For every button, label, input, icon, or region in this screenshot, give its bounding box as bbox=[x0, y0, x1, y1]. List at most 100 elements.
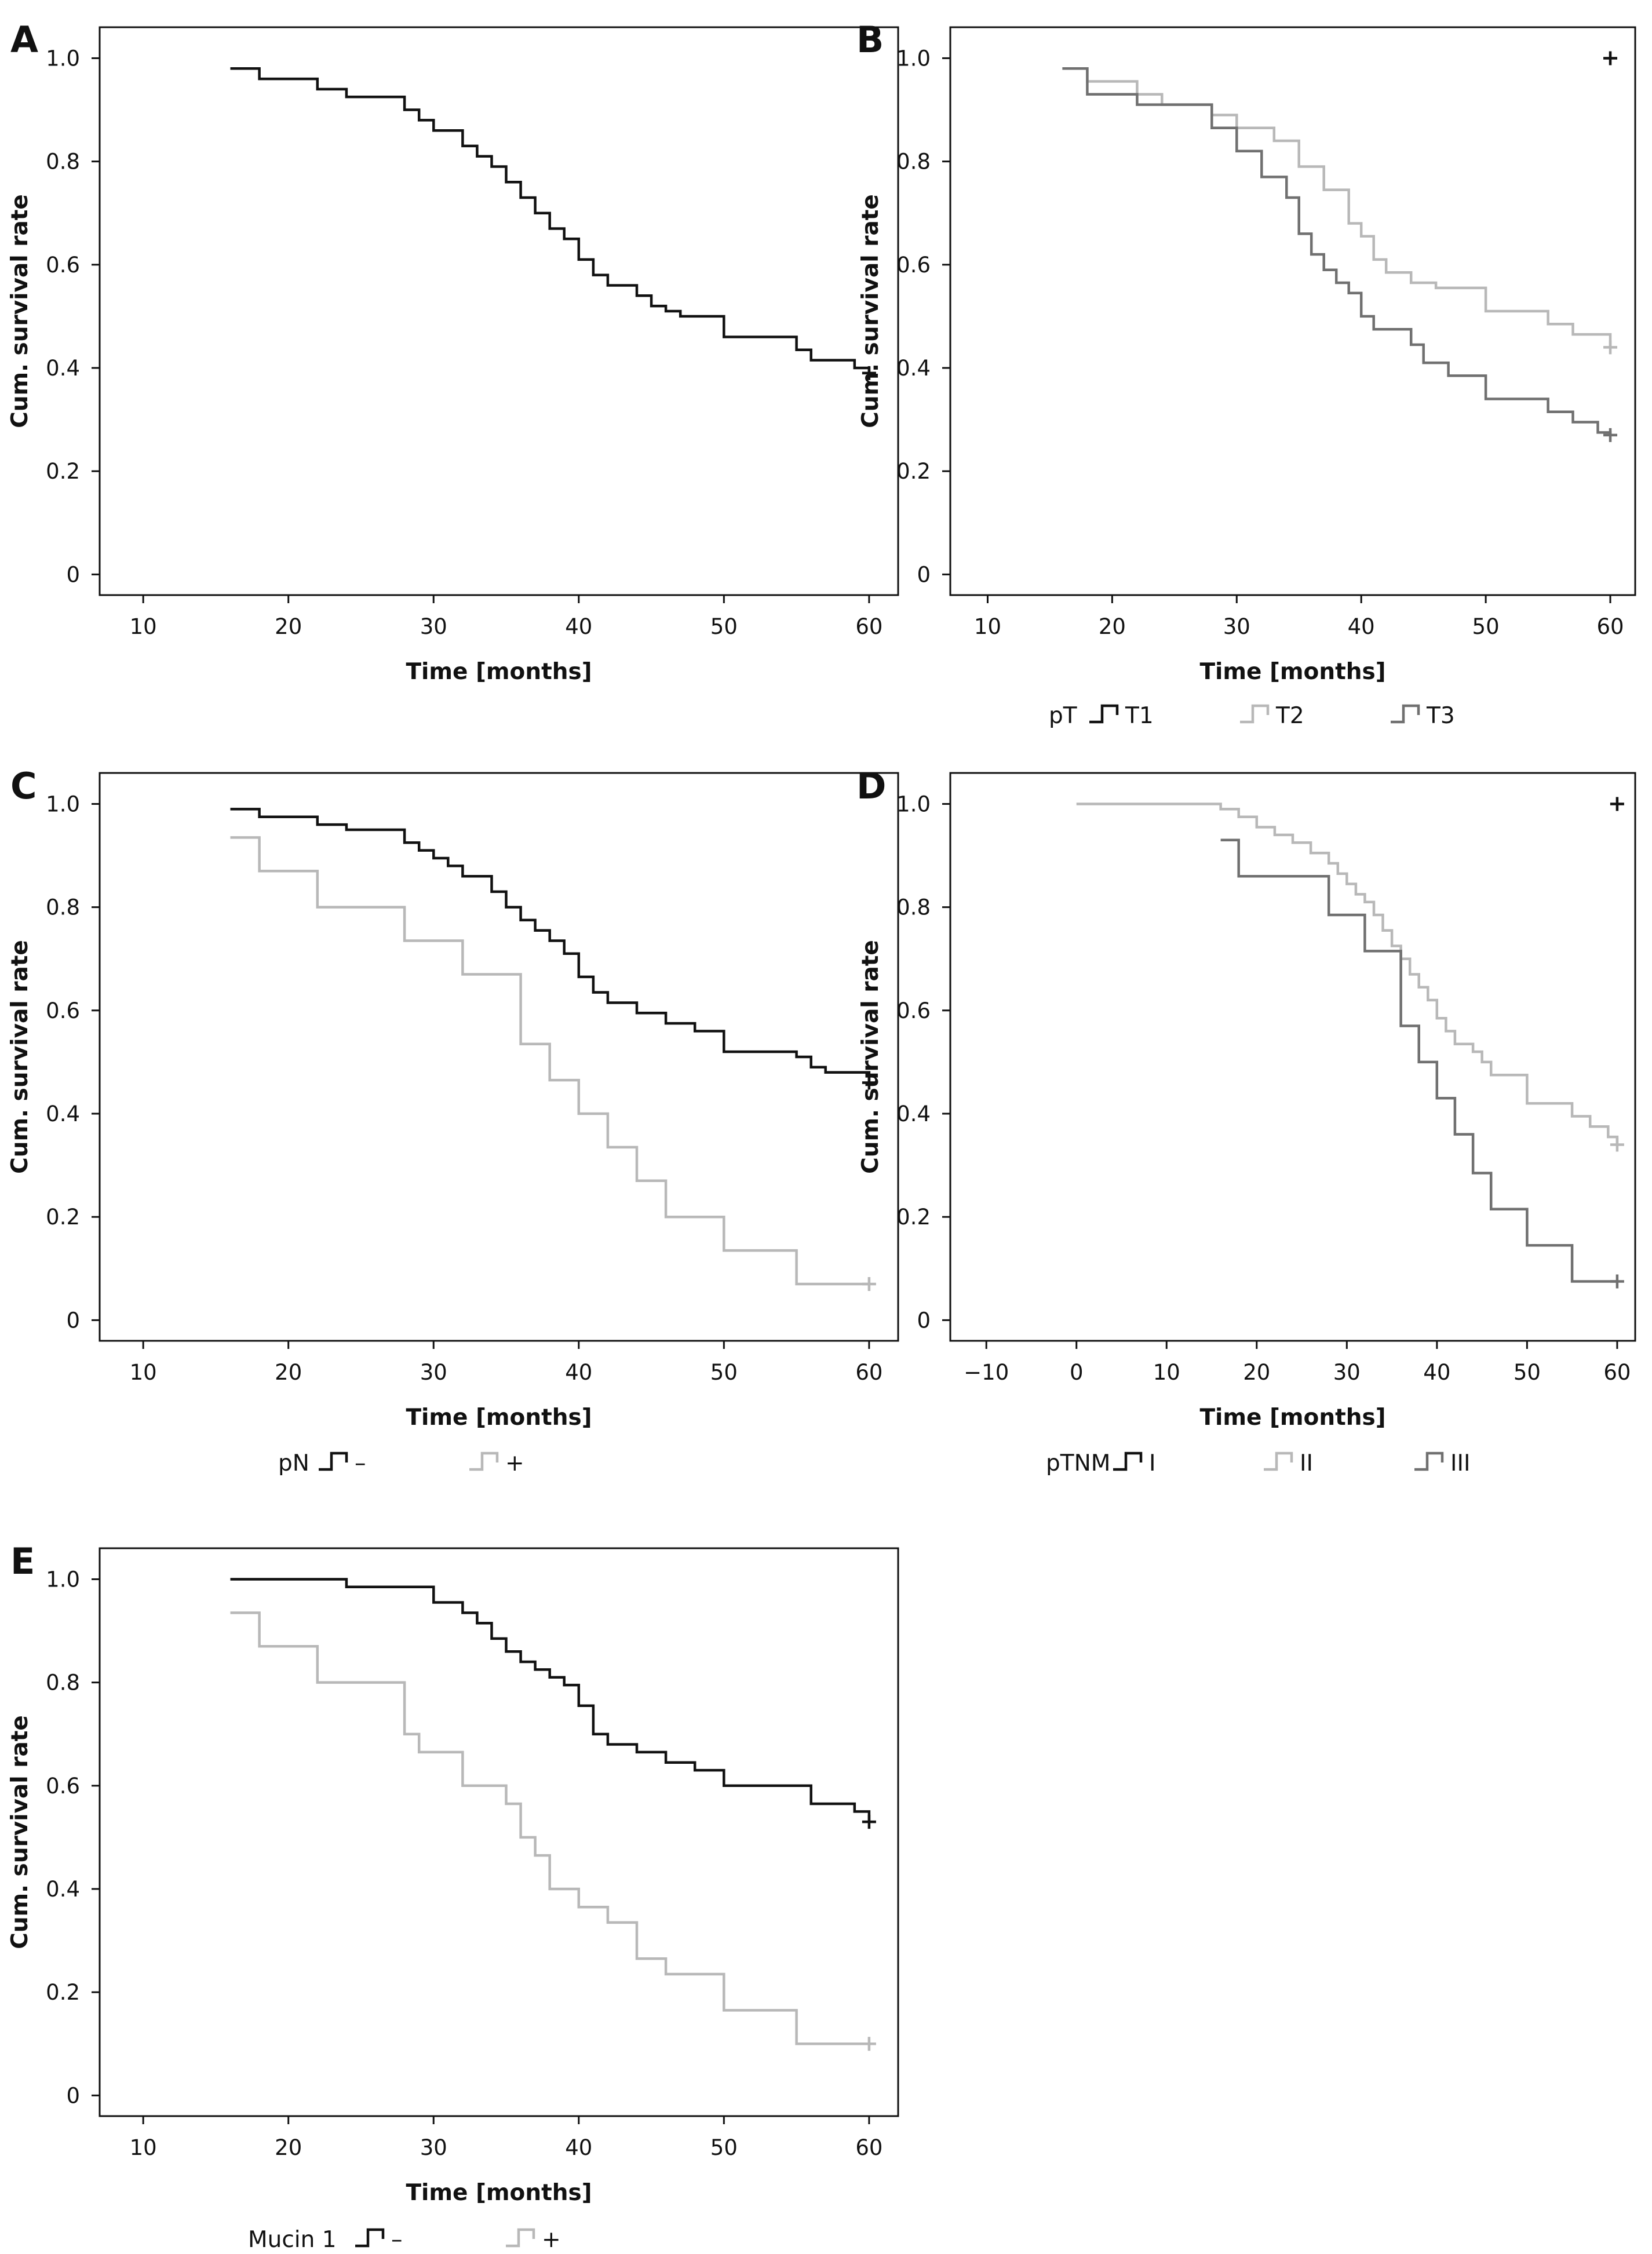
x-tick-label: 10 bbox=[130, 1360, 157, 1385]
km-curve-ii bbox=[1076, 803, 1619, 1145]
km-panel-a: A 0 0.2 0.4 0.6 0.8 1.0 10 20 30 40 50 60 Time [month… bbox=[7, 19, 899, 685]
y-tick-label: 0.6 bbox=[46, 253, 80, 278]
km-curve-s0 bbox=[230, 67, 871, 373]
km-panel-c: C 0 0.2 0.4 0.6 0.8 1.0 10 20 30 40 50 60 Time [month… bbox=[7, 765, 899, 1476]
y-tick-label: 0.6 bbox=[896, 998, 931, 1023]
x-tick-label: 30 bbox=[420, 2135, 447, 2160]
y-tick-label: 0.4 bbox=[46, 356, 80, 381]
x-tick-label: 30 bbox=[1223, 614, 1250, 639]
y-tick-label: 0.4 bbox=[896, 1102, 931, 1126]
censor-mark bbox=[862, 1277, 876, 1291]
y-axis-title: Cum. survival rate bbox=[858, 940, 884, 1174]
y-tick-label: 0 bbox=[66, 562, 80, 587]
panel-label: C bbox=[10, 765, 37, 807]
x-tick-label: −10 bbox=[964, 1360, 1009, 1385]
legend-entry-label: + bbox=[505, 1450, 524, 1476]
legend-swatch bbox=[469, 1451, 499, 1471]
legend-entry-label: T1 bbox=[1125, 703, 1154, 729]
x-tick-label: 40 bbox=[565, 614, 592, 639]
legend-swatch bbox=[1414, 1451, 1444, 1471]
y-tick-label: 0.2 bbox=[896, 1205, 931, 1230]
y-tick-label: 0 bbox=[66, 1308, 80, 1333]
km-curve-t2 bbox=[1062, 67, 1612, 348]
y-tick-label: 0 bbox=[917, 562, 931, 587]
x-axis-title: Time [months] bbox=[406, 2180, 592, 2206]
legend: pTNM I II III bbox=[1046, 1450, 1471, 1476]
panel-label: B bbox=[856, 19, 884, 61]
y-tick-label: 0.6 bbox=[46, 998, 80, 1023]
legend: pT T1 T2 T3 bbox=[1049, 703, 1455, 729]
x-tick-label: 40 bbox=[1423, 1360, 1450, 1385]
legend-swatch bbox=[355, 2228, 385, 2248]
y-tick-label: 0.6 bbox=[896, 253, 931, 278]
x-tick-label: 10 bbox=[1153, 1360, 1180, 1385]
y-tick-label: 0.2 bbox=[46, 1980, 80, 2005]
censor-mark bbox=[1610, 797, 1624, 811]
censor-mark bbox=[1610, 1274, 1624, 1289]
km-curve-s1 bbox=[230, 836, 869, 1286]
km-curve-s0 bbox=[230, 1578, 871, 1822]
censor-mark bbox=[862, 1075, 876, 1090]
censor-mark bbox=[1603, 51, 1618, 65]
legend: Mucin 1 – + bbox=[248, 2227, 561, 2253]
y-axis-title: Cum. survival rate bbox=[7, 940, 33, 1174]
km-curve-s0 bbox=[230, 808, 871, 1083]
x-tick-label: 20 bbox=[275, 1360, 302, 1385]
plot-frame bbox=[99, 26, 899, 596]
legend-swatch bbox=[1264, 1451, 1293, 1471]
panel-label: D bbox=[856, 765, 886, 807]
legend-entry-label: I bbox=[1149, 1450, 1156, 1476]
y-tick-label: 0 bbox=[917, 1308, 931, 1333]
x-tick-label: 40 bbox=[565, 2135, 592, 2160]
x-tick-label: 50 bbox=[710, 2135, 738, 2160]
km-panel-e: E 0 0.2 0.4 0.6 0.8 1.0 10 20 30 40 50 60 Time [month… bbox=[7, 1540, 899, 2253]
x-tick-label: 50 bbox=[710, 1360, 738, 1385]
y-axis-title: Cum. survival rate bbox=[7, 194, 33, 428]
panel-label: A bbox=[10, 19, 38, 61]
legend-entry-label: – bbox=[355, 1450, 366, 1476]
x-tick-label: 60 bbox=[855, 614, 882, 639]
legend-swatch bbox=[1391, 704, 1420, 724]
y-tick-label: 0.2 bbox=[896, 459, 931, 484]
legend-swatch bbox=[319, 1451, 348, 1471]
y-tick-label: 0.8 bbox=[46, 1671, 80, 1695]
y-tick-label: 0.8 bbox=[46, 895, 80, 920]
censor-mark bbox=[1603, 340, 1618, 355]
x-axis-title: Time [months] bbox=[406, 659, 592, 685]
y-tick-label: 0.2 bbox=[46, 1205, 80, 1230]
y-tick-label: 0.4 bbox=[46, 1877, 80, 1902]
x-tick-label: 30 bbox=[420, 1360, 447, 1385]
y-tick-label: 1.0 bbox=[46, 792, 80, 816]
legend-swatch bbox=[1089, 704, 1119, 724]
km-curve-s1 bbox=[230, 1611, 869, 2045]
y-tick-label: 1.0 bbox=[46, 1567, 80, 1592]
y-tick-label: 0.4 bbox=[46, 1102, 80, 1126]
plot-frame bbox=[99, 1547, 899, 2117]
censor-mark bbox=[1603, 428, 1618, 442]
legend-title: pN bbox=[278, 1450, 309, 1476]
censor-mark bbox=[862, 1815, 876, 1829]
legend-entry-label: T3 bbox=[1426, 703, 1455, 729]
x-tick-label: 50 bbox=[1472, 614, 1500, 639]
x-tick-label: 20 bbox=[1099, 614, 1126, 639]
x-tick-label: 40 bbox=[565, 1360, 592, 1385]
x-axis-title: Time [months] bbox=[1199, 659, 1385, 685]
x-axis-title: Time [months] bbox=[406, 1405, 592, 1431]
km-panel-d: D 0 0.2 0.4 0.6 0.8 1.0 −10 0 10 20 30 40 50 60 Time [m… bbox=[856, 765, 1636, 1476]
x-tick-label: 60 bbox=[855, 2135, 882, 2160]
y-tick-label: 1.0 bbox=[46, 46, 80, 71]
x-tick-label: 10 bbox=[130, 2135, 157, 2160]
y-axis-title: Cum. survival rate bbox=[858, 194, 884, 428]
y-tick-label: 1.0 bbox=[896, 46, 931, 71]
plot-frame bbox=[949, 26, 1636, 596]
legend-entry-label: T2 bbox=[1275, 703, 1304, 729]
y-axis-title: Cum. survival rate bbox=[7, 1715, 33, 1949]
x-tick-label: 60 bbox=[1603, 1360, 1631, 1385]
x-tick-label: 20 bbox=[275, 614, 302, 639]
censor-mark bbox=[862, 2037, 876, 2051]
plot-frame bbox=[99, 772, 899, 1342]
x-tick-label: 60 bbox=[855, 1360, 882, 1385]
km-panel-b: B 0 0.2 0.4 0.6 0.8 1.0 10 20 30 40 50 60 Time [month… bbox=[856, 19, 1636, 729]
legend-entry-label: II bbox=[1300, 1450, 1313, 1476]
